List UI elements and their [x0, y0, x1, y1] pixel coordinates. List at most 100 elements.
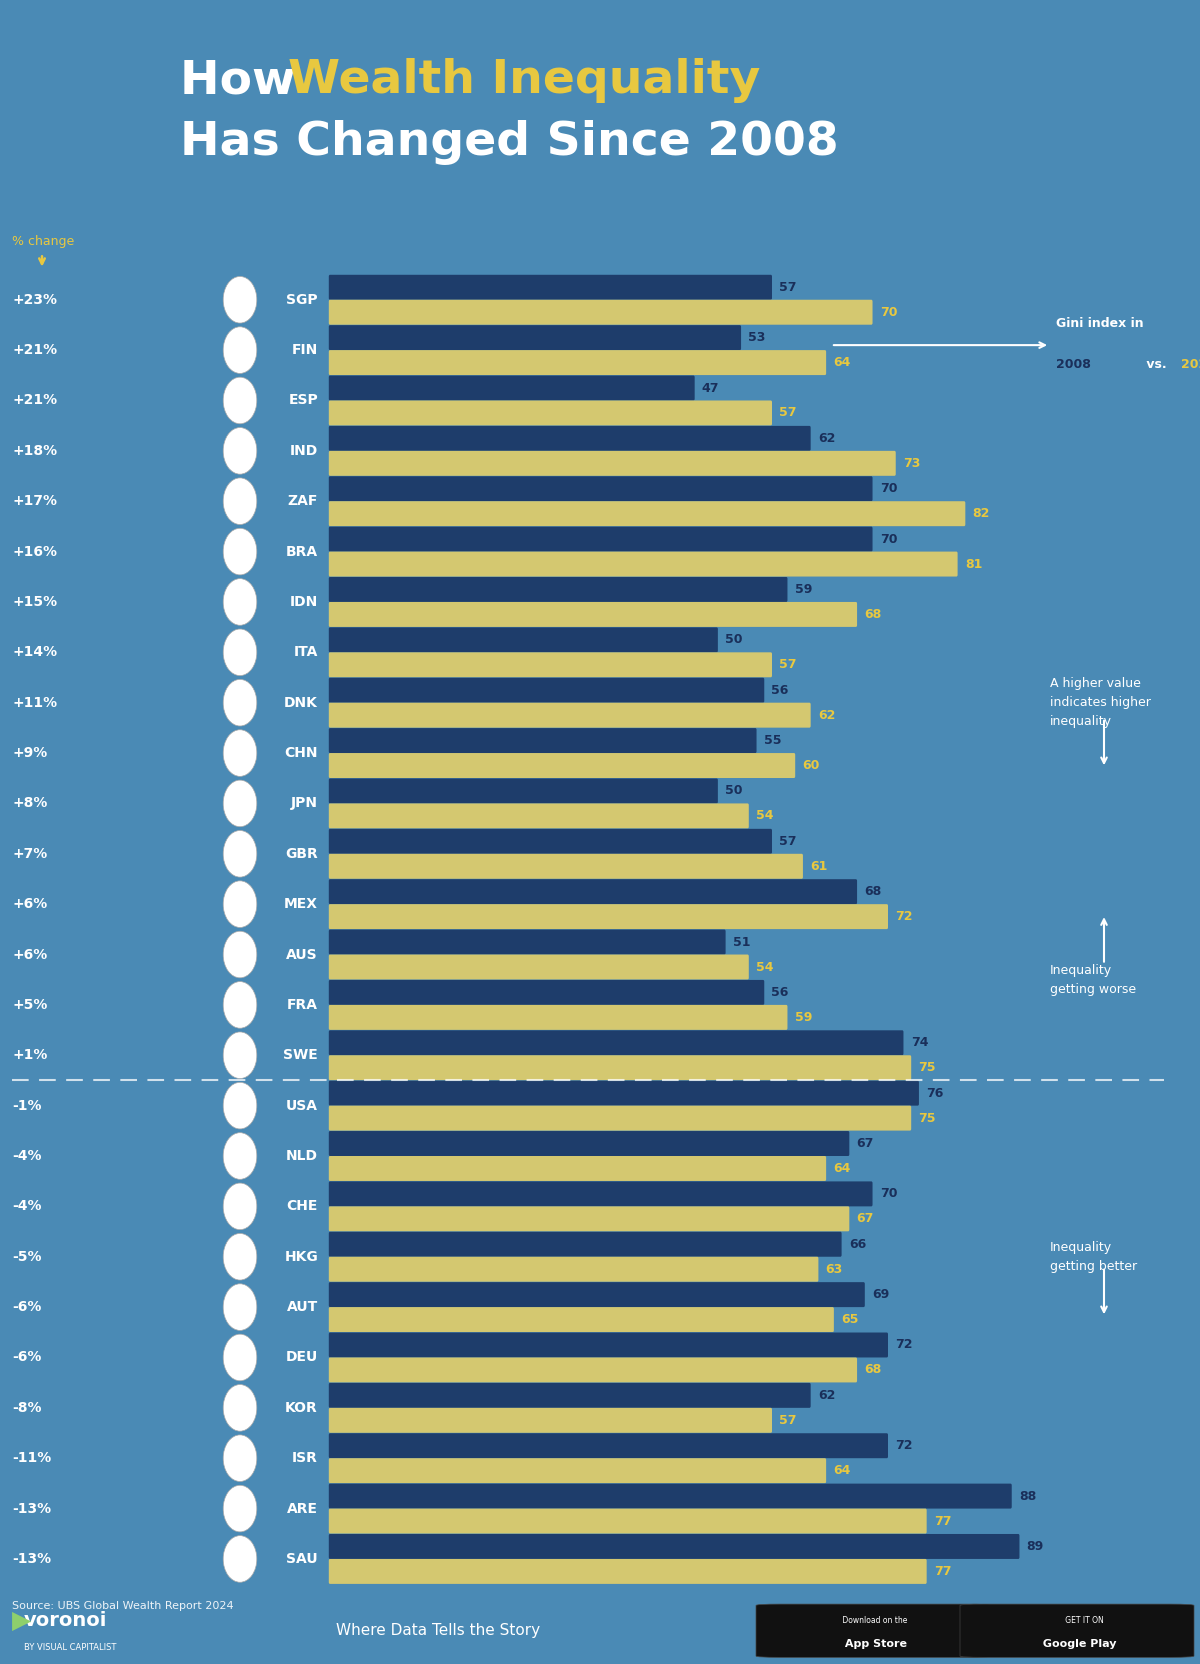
FancyBboxPatch shape — [329, 779, 718, 804]
Text: 60: 60 — [803, 759, 820, 772]
FancyBboxPatch shape — [329, 904, 888, 929]
FancyBboxPatch shape — [329, 526, 872, 551]
Text: +15%: +15% — [12, 596, 58, 609]
Text: ITA: ITA — [294, 646, 318, 659]
FancyBboxPatch shape — [329, 804, 749, 829]
Text: Gini index in: Gini index in — [1056, 318, 1144, 329]
Text: +8%: +8% — [12, 797, 47, 810]
FancyBboxPatch shape — [329, 1308, 834, 1333]
Text: 47: 47 — [702, 381, 719, 394]
Text: 70: 70 — [880, 483, 898, 496]
Text: -6%: -6% — [12, 1300, 41, 1315]
FancyBboxPatch shape — [329, 854, 803, 879]
Text: 81: 81 — [965, 557, 982, 571]
Text: -8%: -8% — [12, 1401, 42, 1414]
Text: +16%: +16% — [12, 544, 58, 559]
Text: +6%: +6% — [12, 947, 47, 962]
Text: FRA: FRA — [287, 998, 318, 1012]
Text: +11%: +11% — [12, 696, 58, 709]
Text: +21%: +21% — [12, 393, 58, 408]
Text: Has Changed Since 2008: Has Changed Since 2008 — [180, 120, 839, 165]
Text: 57: 57 — [779, 659, 797, 671]
FancyBboxPatch shape — [329, 1030, 904, 1055]
FancyBboxPatch shape — [329, 702, 811, 727]
Text: 67: 67 — [857, 1213, 874, 1225]
FancyBboxPatch shape — [329, 476, 872, 501]
Text: 64: 64 — [833, 1161, 851, 1175]
FancyBboxPatch shape — [329, 1433, 888, 1458]
FancyBboxPatch shape — [329, 551, 958, 576]
FancyBboxPatch shape — [329, 652, 772, 677]
Text: 74: 74 — [911, 1037, 928, 1050]
Circle shape — [223, 629, 257, 676]
Circle shape — [223, 730, 257, 777]
FancyBboxPatch shape — [329, 955, 749, 980]
Circle shape — [223, 1434, 257, 1481]
Text: 77: 77 — [934, 1514, 952, 1528]
Text: -13%: -13% — [12, 1553, 52, 1566]
Text: 2008: 2008 — [1056, 358, 1091, 371]
Text: HKG: HKG — [284, 1250, 318, 1263]
Circle shape — [223, 1183, 257, 1230]
Circle shape — [223, 579, 257, 626]
Text: ESP: ESP — [288, 393, 318, 408]
Text: 64: 64 — [833, 1464, 851, 1478]
FancyBboxPatch shape — [329, 426, 811, 451]
Text: 70: 70 — [880, 1188, 898, 1200]
Text: Inequality
getting worse: Inequality getting worse — [1050, 963, 1136, 995]
Text: Source: UBS Global Wealth Report 2024: Source: UBS Global Wealth Report 2024 — [12, 1601, 234, 1611]
Text: 72: 72 — [895, 910, 913, 924]
Text: +7%: +7% — [12, 847, 47, 860]
FancyBboxPatch shape — [329, 300, 872, 324]
Text: 50: 50 — [725, 634, 743, 646]
Text: -5%: -5% — [12, 1250, 42, 1263]
Circle shape — [223, 1032, 257, 1078]
Text: 55: 55 — [763, 734, 781, 747]
Text: 59: 59 — [794, 582, 812, 596]
Text: 50: 50 — [725, 784, 743, 797]
Text: BY VISUAL CAPITALIST: BY VISUAL CAPITALIST — [24, 1642, 116, 1652]
FancyBboxPatch shape — [329, 401, 772, 426]
Text: 70: 70 — [880, 532, 898, 546]
Text: CHN: CHN — [284, 745, 318, 760]
Text: 2023: 2023 — [1181, 358, 1200, 371]
Text: 68: 68 — [864, 1363, 882, 1376]
FancyBboxPatch shape — [329, 1559, 926, 1584]
Text: IND: IND — [289, 444, 318, 458]
Text: BRA: BRA — [286, 544, 318, 559]
Circle shape — [223, 378, 257, 424]
Text: +1%: +1% — [12, 1048, 47, 1062]
Text: App Store: App Store — [840, 1639, 907, 1649]
Text: 75: 75 — [918, 1062, 936, 1075]
Text: 72: 72 — [895, 1338, 913, 1351]
Circle shape — [223, 679, 257, 726]
Text: 73: 73 — [902, 458, 920, 469]
Text: DEU: DEU — [286, 1351, 318, 1364]
Text: 68: 68 — [864, 885, 882, 899]
FancyBboxPatch shape — [329, 729, 756, 754]
FancyBboxPatch shape — [329, 501, 965, 526]
Text: -4%: -4% — [12, 1150, 42, 1163]
Circle shape — [223, 1384, 257, 1431]
Text: -1%: -1% — [12, 1098, 42, 1113]
Circle shape — [223, 478, 257, 524]
Text: A higher value
indicates higher
inequality: A higher value indicates higher inequali… — [1050, 677, 1151, 729]
FancyBboxPatch shape — [329, 1509, 926, 1534]
Circle shape — [223, 830, 257, 877]
FancyBboxPatch shape — [329, 1055, 911, 1080]
Text: SGP: SGP — [287, 293, 318, 306]
FancyBboxPatch shape — [756, 1604, 990, 1657]
FancyBboxPatch shape — [329, 1283, 865, 1308]
FancyBboxPatch shape — [329, 754, 796, 779]
Text: ZAF: ZAF — [288, 494, 318, 508]
Text: 53: 53 — [749, 331, 766, 344]
Text: 54: 54 — [756, 809, 774, 822]
Text: How: How — [180, 58, 312, 103]
Text: 77: 77 — [934, 1564, 952, 1577]
Text: 72: 72 — [895, 1439, 913, 1453]
Text: -6%: -6% — [12, 1351, 41, 1364]
Circle shape — [223, 1233, 257, 1280]
FancyBboxPatch shape — [329, 1534, 1020, 1559]
FancyBboxPatch shape — [329, 1005, 787, 1030]
FancyBboxPatch shape — [329, 1181, 872, 1206]
